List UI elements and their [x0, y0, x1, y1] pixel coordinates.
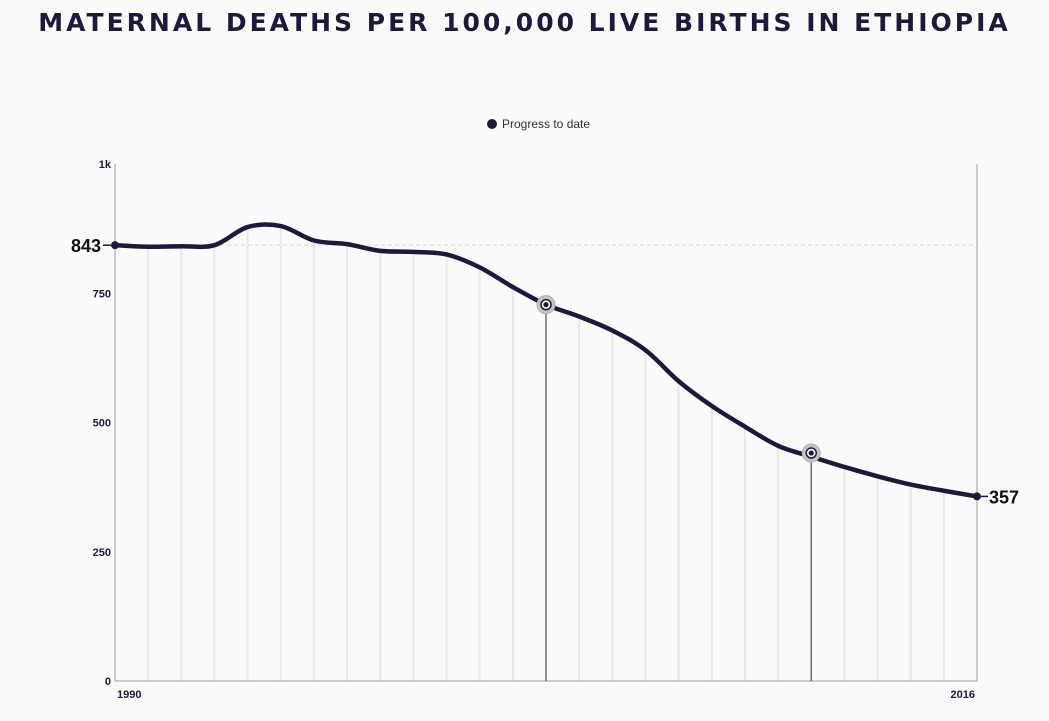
legend-label: Progress to date [502, 117, 591, 131]
x-tick-label-2016: 2016 [951, 689, 975, 701]
highlight-center-2003 [543, 302, 549, 308]
y-tick-label-0: 0 [105, 676, 111, 688]
start-point[interactable] [111, 241, 119, 250]
end-point[interactable] [973, 492, 981, 501]
highlight-center-2011 [808, 450, 814, 456]
y-tick-label-250: 250 [93, 547, 111, 559]
series-line-group [111, 222, 981, 501]
y-tick-label-750: 750 [93, 288, 111, 300]
end-value-label: 357 [989, 487, 1019, 507]
y-tick-label-1k: 1k [99, 159, 112, 171]
highlights [545, 304, 812, 681]
x-tick-label-1990: 1990 [117, 689, 141, 701]
legend[interactable]: Progress to date [487, 117, 590, 131]
labels: 843 357 [71, 236, 1019, 507]
y-tick-label-500: 500 [93, 418, 111, 430]
start-value-label: 843 [71, 236, 101, 256]
chart-title: MATERNAL DEATHS PER 100,000 LIVE BIRTHS … [38, 8, 1011, 37]
legend-marker-icon [487, 119, 497, 129]
